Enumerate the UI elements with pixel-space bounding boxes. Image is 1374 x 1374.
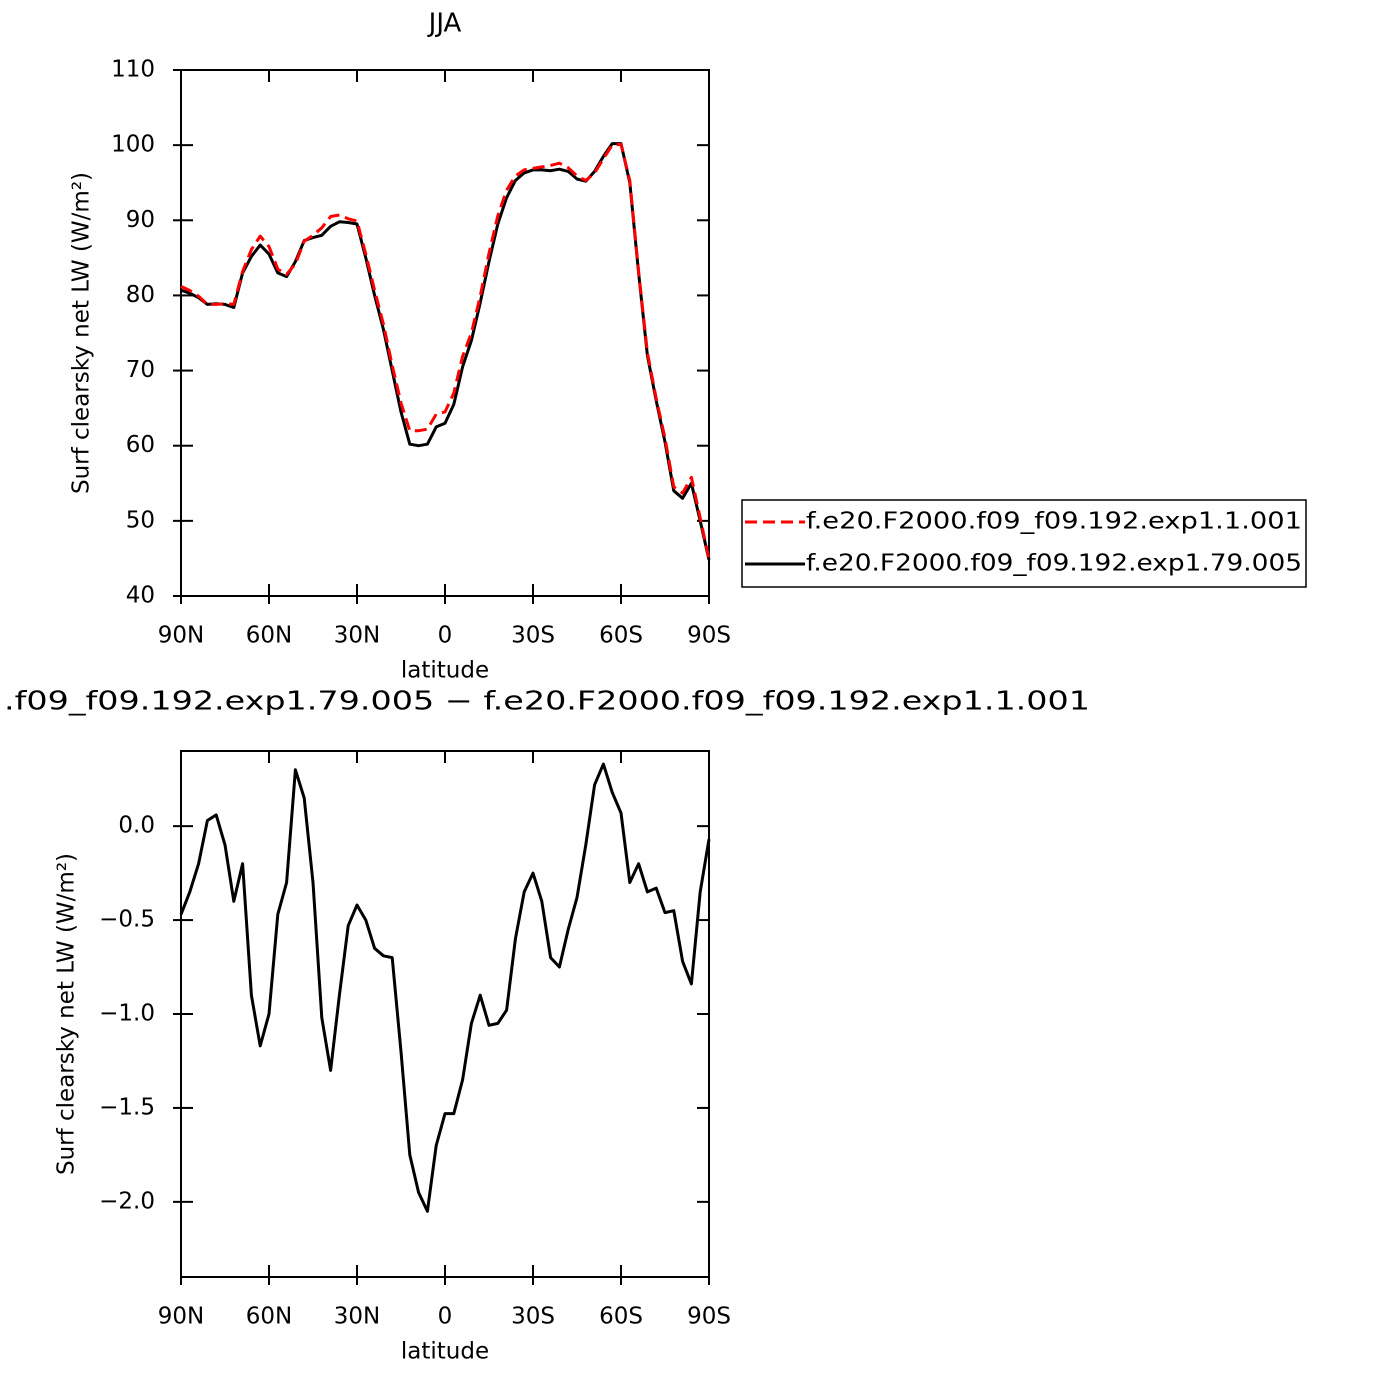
y-axis-label: Surf clearsky net LW (W/m²) (69, 172, 95, 494)
y-tick-label: −0.5 (99, 907, 155, 933)
legend-label: f.e20.F2000.f09_f09.192.exp1.79.005 (806, 551, 1302, 577)
x-axis-label: latitude (401, 1339, 489, 1365)
y-tick-label: 50 (126, 507, 155, 533)
y-tick-label: 80 (126, 282, 155, 308)
data-line (179, 762, 711, 1213)
y-tick-label: 0.0 (118, 813, 155, 839)
chart-title: .f09_f09.192.exp1.79.005 − f.e20.F2000.f… (4, 687, 1090, 717)
x-tick-label: 0 (438, 623, 453, 649)
y-tick-label: 60 (126, 432, 155, 458)
legend-label: f.e20.F2000.f09_f09.192.exp1.1.001 (806, 509, 1302, 535)
x-tick-label: 60S (599, 623, 643, 649)
x-tick-label: 60N (246, 1304, 292, 1330)
data-line (180, 142, 711, 561)
x-axis-label: latitude (401, 658, 489, 684)
x-tick-label: 30S (511, 623, 555, 649)
plot-frame (180, 750, 710, 1278)
x-tick-label: 90N (158, 623, 204, 649)
plot-frame (180, 69, 710, 597)
y-axis-label: Surf clearsky net LW (W/m²) (54, 853, 80, 1175)
y-tick-label: 70 (126, 357, 155, 383)
y-tick-label: 100 (111, 132, 155, 158)
legend-box (741, 499, 1307, 588)
x-tick-label: 0 (438, 1304, 453, 1330)
data-line (180, 142, 711, 560)
y-tick-label: −2.0 (99, 1188, 155, 1214)
chart-title: JJA (427, 9, 462, 39)
x-tick-label: 60S (599, 1304, 643, 1330)
y-tick-label: 40 (126, 583, 155, 609)
y-tick-label: −1.0 (99, 1001, 155, 1027)
y-tick-label: 90 (126, 207, 155, 233)
x-tick-label: 30N (334, 623, 380, 649)
x-tick-label: 90S (687, 1304, 731, 1330)
x-tick-label: 30N (334, 1304, 380, 1330)
x-tick-label: 30S (511, 1304, 555, 1330)
y-tick-label: 110 (111, 57, 155, 83)
x-tick-label: 90S (687, 623, 731, 649)
x-tick-label: 90N (158, 1304, 204, 1330)
y-tick-label: −1.5 (99, 1094, 155, 1120)
x-tick-label: 60N (246, 623, 292, 649)
